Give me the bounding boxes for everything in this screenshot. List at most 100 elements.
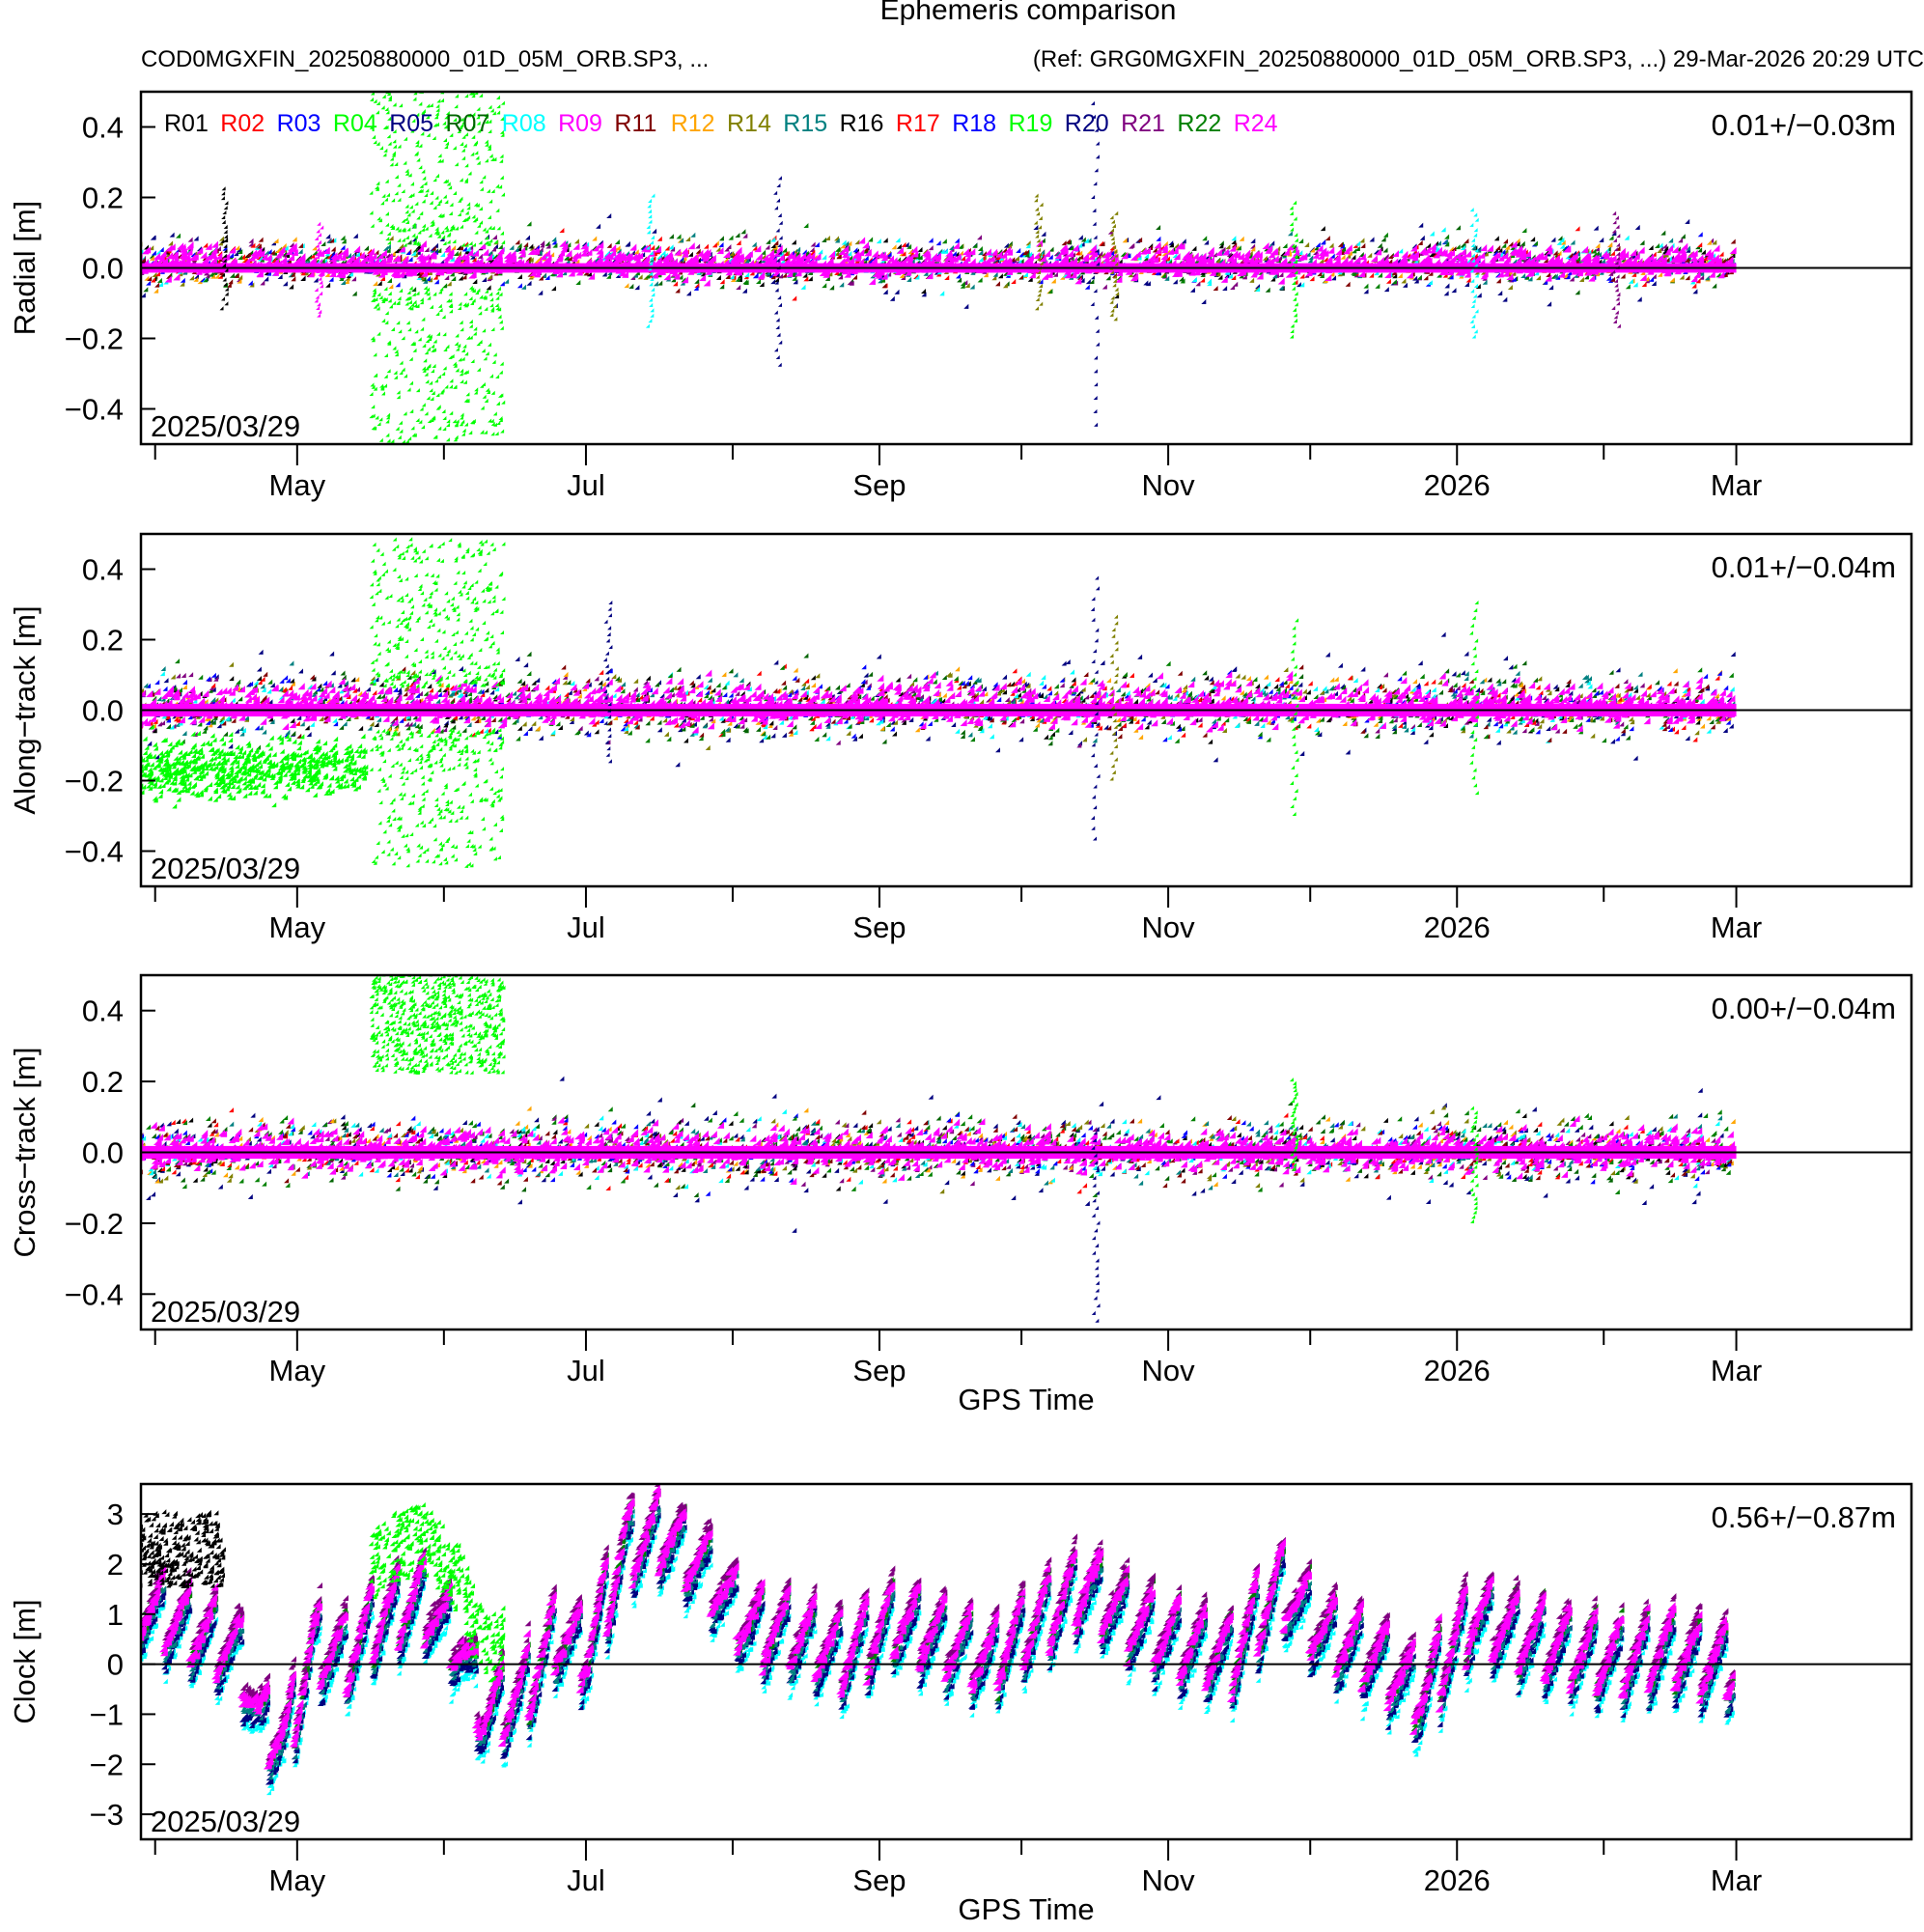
- y-tick-label: 2: [107, 1548, 124, 1582]
- spike-4: [1469, 601, 1479, 796]
- x-tick-label: May: [269, 468, 326, 502]
- header-left-file: COD0MGXFIN_20250880000_01D_05M_ORB.SP3, …: [141, 46, 709, 73]
- legend-item-R02: R02: [220, 110, 265, 137]
- legend-item-R21: R21: [1121, 110, 1165, 137]
- spike-5: [1090, 92, 1101, 427]
- legend-item-R16: R16: [840, 110, 884, 137]
- x-tick-label: Mar: [1711, 1863, 1762, 1897]
- y-tick-label: 0.4: [82, 553, 124, 587]
- spike-3: [1290, 618, 1299, 817]
- legend-item-R07: R07: [446, 110, 490, 137]
- panel-cross-track: 0.4 0.2 0.0 −0.2 −0.4 Cross−track [m] May Jul Se…: [8, 973, 1913, 1416]
- figure-title: Ephemeris comparison: [0, 0, 1924, 27]
- legend-item-R14: R14: [727, 110, 771, 137]
- legend-item-R17: R17: [896, 110, 940, 137]
- legend-item-R15: R15: [783, 110, 827, 137]
- y-tick-label: −0.2: [65, 765, 124, 798]
- spike-2: [1469, 1106, 1479, 1223]
- y-tick-label: 0.4: [82, 994, 124, 1028]
- legend-item-R18: R18: [952, 110, 996, 137]
- series-R04-excursion: [368, 1502, 506, 1683]
- stat-label: 0.00+/−0.04m: [1712, 992, 1896, 1025]
- x-tick-label: Nov: [1142, 468, 1196, 502]
- data-points-along-track: [141, 537, 1737, 868]
- y-tick-label: 0: [107, 1648, 124, 1682]
- data-points-cross-track: [141, 975, 1737, 1323]
- x-tick-label: Nov: [1142, 1863, 1196, 1897]
- series-R04-outliers: [369, 537, 506, 868]
- y-axis-label: Radial [m]: [8, 201, 42, 336]
- spike-2: [645, 193, 655, 328]
- stat-label: 0.01+/−0.04m: [1712, 550, 1896, 584]
- y-tick-label: −1: [90, 1697, 124, 1731]
- data-points-clock: [141, 1484, 1736, 1796]
- start-date-label: 2025/03/29: [151, 1295, 300, 1329]
- spike-6: [1109, 210, 1120, 322]
- legend-item-R24: R24: [1234, 110, 1278, 137]
- x-tick-label: 2026: [1424, 1863, 1491, 1897]
- y-tick-label: 0.4: [82, 111, 124, 145]
- data-points-radial: [141, 92, 1737, 444]
- panel-clock: 3 2 1 0 −1 −2 −3 Clock [m] May Jul Sep Nov 2026 Mar GP…: [8, 1482, 1913, 1926]
- stat-label: 0.56+/−0.87m: [1712, 1500, 1896, 1534]
- x-tick-label: Jul: [567, 910, 605, 944]
- y-axis-label: Cross−track [m]: [8, 1048, 42, 1258]
- x-tick-label: Mar: [1711, 1354, 1762, 1387]
- y-tick-label: −2: [90, 1748, 124, 1781]
- legend-item-R19: R19: [1009, 110, 1053, 137]
- x-tick-label: 2026: [1424, 468, 1491, 502]
- legend-item-R20: R20: [1065, 110, 1109, 137]
- legend-item-R04: R04: [333, 110, 377, 137]
- x-axis-label: GPS Time: [958, 1383, 1094, 1416]
- x-tick-label: May: [269, 1863, 326, 1897]
- y-tick-label: −0.2: [65, 1207, 124, 1241]
- x-tick-label: Nov: [1142, 910, 1196, 944]
- x-tick-label: Sep: [852, 1354, 906, 1387]
- legend-item-R01: R01: [164, 110, 209, 137]
- spike-0: [1091, 1131, 1101, 1323]
- x-tick-label: 2026: [1424, 1354, 1491, 1387]
- y-tick-label: −0.4: [65, 393, 124, 427]
- spike-1: [1289, 1078, 1299, 1170]
- y-tick-label: 0.2: [82, 1065, 124, 1099]
- x-tick-label: Sep: [852, 910, 906, 944]
- legend: R01 R02 R03 R04 R05 R07 R08 R09 R11 R12 R14 R15 R16 R…: [164, 110, 1278, 137]
- header-right-ref: (Ref: GRG0MGXFIN_20250880000_01D_05M_ORB…: [1033, 46, 1924, 73]
- series-R01-early: [141, 1509, 226, 1589]
- panel-along-track: 0.4 0.2 0.0 −0.2 −0.4 Along−track [m] May Jul Se…: [8, 532, 1913, 944]
- panel-radial: 0.4 0.2 0.0 −0.2 −0.4 Radial [m] May Jul Sep Nov 2…: [8, 90, 1913, 502]
- x-tick-label: Sep: [852, 1863, 906, 1897]
- y-tick-label: 0.0: [82, 694, 124, 728]
- x-tick-label: Mar: [1711, 910, 1762, 944]
- legend-item-R03: R03: [277, 110, 321, 137]
- spike-1: [314, 221, 324, 318]
- legend-item-R08: R08: [502, 110, 546, 137]
- legend-item-R12: R12: [671, 110, 715, 137]
- spike-2: [1109, 614, 1119, 781]
- y-axis-label: Along−track [m]: [8, 605, 42, 814]
- x-tick-label: Nov: [1142, 1354, 1196, 1387]
- y-tick-label: −3: [90, 1798, 124, 1832]
- y-tick-label: 3: [107, 1498, 124, 1531]
- series-R04-outliers: [369, 92, 506, 444]
- series-R04-offset: [141, 724, 369, 809]
- start-date-label: 2025/03/29: [151, 852, 300, 885]
- spike-0: [219, 186, 229, 311]
- x-tick-label: 2026: [1424, 910, 1491, 944]
- x-tick-label: Jul: [567, 1863, 605, 1897]
- spike-3: [773, 176, 783, 367]
- legend-item-R05: R05: [389, 110, 433, 137]
- plot-frame: [139, 1482, 1913, 1841]
- series-R09: [141, 237, 1737, 287]
- y-tick-label: −0.2: [65, 322, 124, 356]
- legend-item-R22: R22: [1177, 110, 1221, 137]
- spike-1: [1090, 575, 1101, 841]
- spike-4: [1033, 193, 1044, 311]
- spike-8: [1469, 208, 1479, 339]
- x-tick-label: Mar: [1711, 468, 1762, 502]
- start-date-label: 2025/03/29: [151, 409, 300, 443]
- x-tick-label: Sep: [852, 468, 906, 502]
- x-tick-label: Jul: [567, 1354, 605, 1387]
- y-tick-label: 1: [107, 1598, 124, 1632]
